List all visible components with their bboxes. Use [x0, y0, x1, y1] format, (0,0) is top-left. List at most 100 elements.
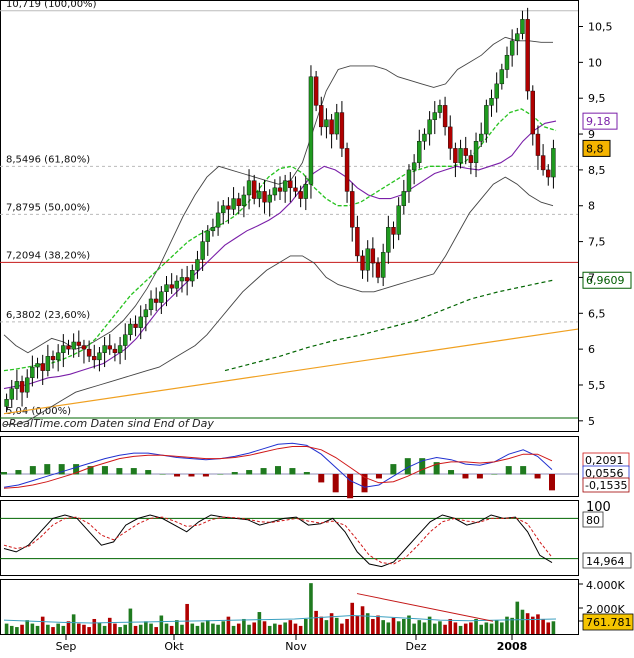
macd-hist-bar [145, 470, 152, 475]
volume-bar [113, 623, 117, 634]
candle-body [525, 19, 530, 92]
volume-trend-line [356, 593, 494, 622]
candle-body [540, 155, 546, 171]
x-tick-label: Okt [164, 640, 184, 653]
candle-body [344, 148, 350, 192]
volume-bar [381, 620, 385, 634]
bollinger-upper [3, 36, 553, 354]
macd-hist-bar [332, 474, 339, 493]
candle-body [432, 112, 437, 120]
candle-body [520, 19, 525, 34]
volume-bar [138, 624, 143, 634]
candle-body [174, 280, 180, 289]
candle-body [200, 241, 205, 260]
candle-body [293, 187, 298, 192]
candle-body [190, 270, 195, 282]
candle-body [417, 141, 422, 163]
candle-body [303, 184, 308, 199]
candle-body [4, 399, 9, 407]
volume-bar [500, 622, 504, 634]
volume-bar [252, 622, 257, 634]
volume-bar [273, 623, 277, 634]
stoch-label: 80 [586, 514, 600, 527]
volume-bar [530, 616, 535, 634]
volume-bar [345, 618, 349, 634]
volume-bar [231, 625, 236, 634]
candle-body [478, 133, 484, 142]
volume-bar [262, 621, 267, 634]
volume-bar [175, 620, 179, 634]
volume-bar [458, 625, 463, 634]
volume-bar [417, 620, 422, 634]
volume-bar [97, 622, 102, 634]
candle-body [422, 133, 427, 142]
volume-bar [180, 624, 184, 634]
volume-bar [195, 625, 200, 634]
macd-hist-bar [29, 466, 36, 475]
trend-line [3, 328, 579, 415]
macd-hist-bar [520, 466, 527, 475]
candle-body [184, 277, 190, 282]
volume-bar [20, 624, 24, 634]
volume-bar [221, 621, 226, 634]
volume-bar [489, 623, 494, 634]
candle-body [123, 334, 128, 346]
candle-body [30, 366, 35, 379]
candle-body [169, 284, 174, 289]
candle-body [448, 126, 453, 149]
y-tick-label: 6,5 [588, 307, 606, 320]
volume-bar [66, 621, 71, 634]
candle-body [350, 191, 355, 228]
macd-hist-bar [44, 464, 51, 475]
volume-bar [469, 622, 473, 634]
volume-bar [314, 610, 318, 634]
candle-body [324, 119, 329, 128]
volume-bar [190, 623, 195, 634]
stoch-label-box [582, 511, 604, 528]
macd-hist-bar [275, 466, 281, 475]
volume-bar [453, 622, 458, 634]
x-tick-label: Dez [405, 640, 426, 653]
volume-bar [371, 618, 375, 634]
macd-hist-bar [505, 466, 512, 475]
value-label-box [582, 112, 618, 130]
volume-bar [303, 618, 308, 634]
macd-signal-line [3, 446, 553, 489]
macd-hist-bar [534, 474, 541, 479]
macd-hist-bar [260, 468, 267, 475]
volume-bar [329, 613, 334, 634]
value-label: 9,18 [586, 115, 611, 128]
macd-hist-bar [448, 470, 455, 475]
macd-hist-bar [202, 474, 209, 477]
volume-bar [432, 623, 437, 634]
volume-bar [61, 625, 66, 634]
axis-labels: 10,5 10 9,5 9 8,5 8 7,5 7 6,5 6 5,5 5 Sep Okt Nov Dez 20… [56, 21, 613, 653]
value-label: 8,8 [586, 142, 604, 155]
volume-bar [288, 620, 293, 634]
candle-body [334, 112, 339, 135]
candle-body [148, 298, 154, 310]
candle-body [437, 105, 443, 113]
volume-bar [283, 622, 287, 634]
volume-bar [402, 618, 406, 634]
macd-hist-bar [174, 474, 181, 477]
value-label-box [582, 271, 632, 289]
candle-body [66, 345, 71, 350]
candle-body [221, 205, 226, 214]
volume-bar [200, 622, 205, 634]
candle-body [453, 148, 458, 163]
candle-body [210, 227, 216, 232]
volume-bar [236, 623, 241, 634]
candle-body [97, 352, 102, 361]
candle-body [164, 284, 169, 292]
volume-bar [479, 624, 483, 634]
candle-body [159, 291, 164, 303]
candle-body [473, 141, 479, 163]
candle-body [50, 356, 56, 361]
candle-body [396, 205, 401, 235]
volume-bar [226, 616, 231, 634]
y-tick-label: 8,5 [588, 164, 606, 177]
candle-body [360, 255, 365, 271]
fib-label: 5,04 (0,00%) [6, 406, 71, 417]
